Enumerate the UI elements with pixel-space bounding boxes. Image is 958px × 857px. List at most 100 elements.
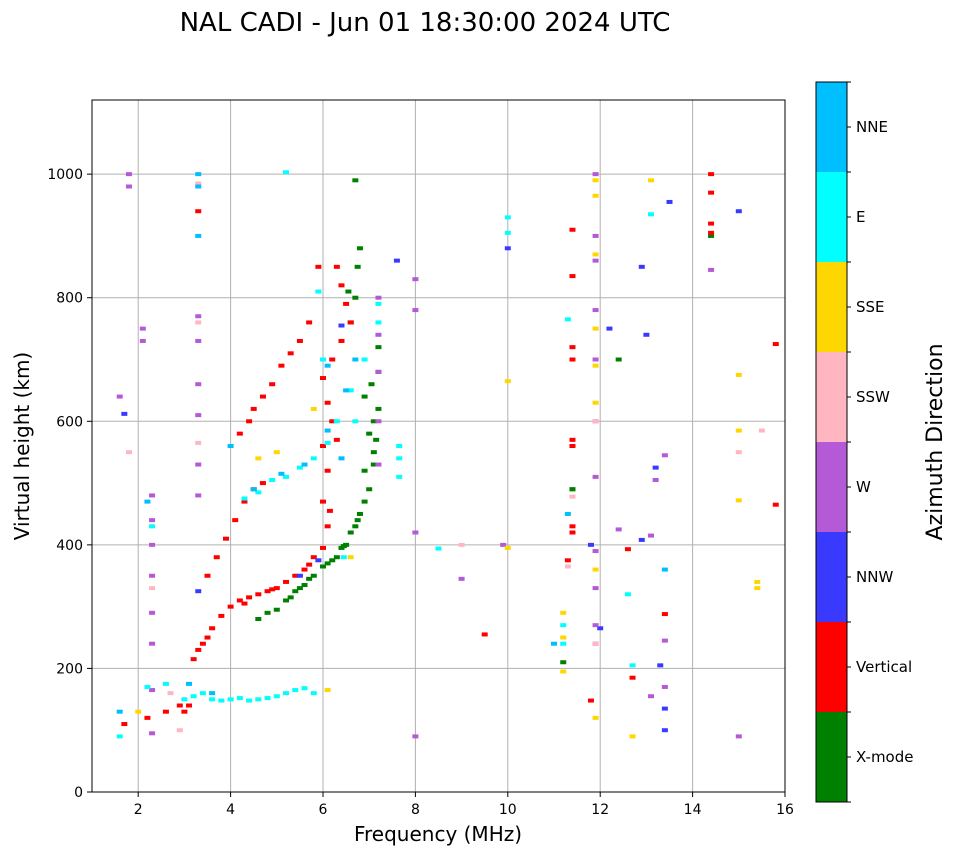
data-point [347,388,354,393]
data-point [283,170,290,175]
data-point [255,592,262,597]
data-point [373,437,380,442]
data-point [296,465,303,470]
data-point [241,601,248,606]
data-point [296,573,303,578]
series-e [116,170,655,739]
data-point [264,610,271,615]
data-point [393,258,400,263]
data-point [569,487,576,492]
data-point [149,731,156,736]
plot-frame [91,99,786,793]
data-point [643,332,650,337]
data-point [560,635,567,640]
data-point [190,694,197,699]
data-point [273,694,280,699]
data-point [310,406,317,411]
data-point [195,462,202,467]
data-point [361,468,368,473]
data-point [347,555,354,560]
data-point [708,267,715,272]
data-point [246,419,253,424]
data-point [292,589,299,594]
data-point [564,317,571,322]
series-nne [116,172,668,714]
data-point [222,536,229,541]
series-ssw [125,181,765,733]
data-point [296,338,303,343]
data-point [435,546,442,551]
data-point [375,295,382,300]
data-point [504,246,511,251]
data-point [735,428,742,433]
data-point [176,703,183,708]
data-point [315,289,322,294]
colorbar-label: SSE [856,298,885,316]
data-point [324,468,331,473]
data-point [592,419,599,424]
series-vertical [121,172,779,727]
data-point [320,444,326,448]
data-point [592,715,599,720]
data-point [116,394,123,399]
data-point [661,567,668,572]
data-point [121,722,128,727]
y-axis-label: Virtual height (km) [10,352,34,541]
data-point [648,212,655,217]
colorbar-segment [816,622,847,712]
data-point [592,172,599,177]
data-point [292,573,299,578]
data-point [361,394,368,399]
data-point [560,610,567,615]
data-point [666,199,673,204]
data-point [310,573,317,578]
colorbar-frame [815,81,848,803]
data-point [375,462,382,467]
data-point [592,623,599,628]
data-point [241,496,248,501]
data-point [190,657,197,662]
data-point [149,518,156,523]
data-marks [116,170,779,739]
data-point [458,576,465,581]
data-point [273,607,280,612]
data-point [149,493,156,498]
colorbar-segment [816,82,847,172]
data-point [287,351,294,356]
data-point [338,338,345,343]
data-point [310,691,317,696]
data-point [218,613,225,618]
data-point [758,428,765,433]
data-point [375,301,382,306]
data-point [606,326,613,331]
data-point [320,357,326,362]
x-tick-label: 4 [226,802,235,818]
data-point [209,626,216,631]
data-point [340,555,347,560]
colorbar: X-mode Vertical NNW W SSW SSE E NNE [815,81,913,803]
data-point [597,626,604,631]
data-point [648,694,655,699]
data-point [652,465,659,470]
data-point [310,456,317,461]
data-point [181,709,188,714]
colorbar-segment [816,172,847,262]
colorbar-label: W [856,478,871,496]
data-point [218,698,225,703]
data-point [301,686,308,691]
data-point [592,549,599,554]
data-point [624,547,631,552]
data-point [283,691,290,696]
data-point [250,487,257,492]
y-tick-label: 800 [56,291,83,307]
colorbar-segment [816,712,847,802]
data-point [195,382,202,387]
data-point [592,586,599,591]
data-point [592,567,599,572]
data-point [195,413,202,418]
data-point [592,326,599,331]
colorbar-label: SSW [856,388,890,406]
data-point [370,419,377,424]
